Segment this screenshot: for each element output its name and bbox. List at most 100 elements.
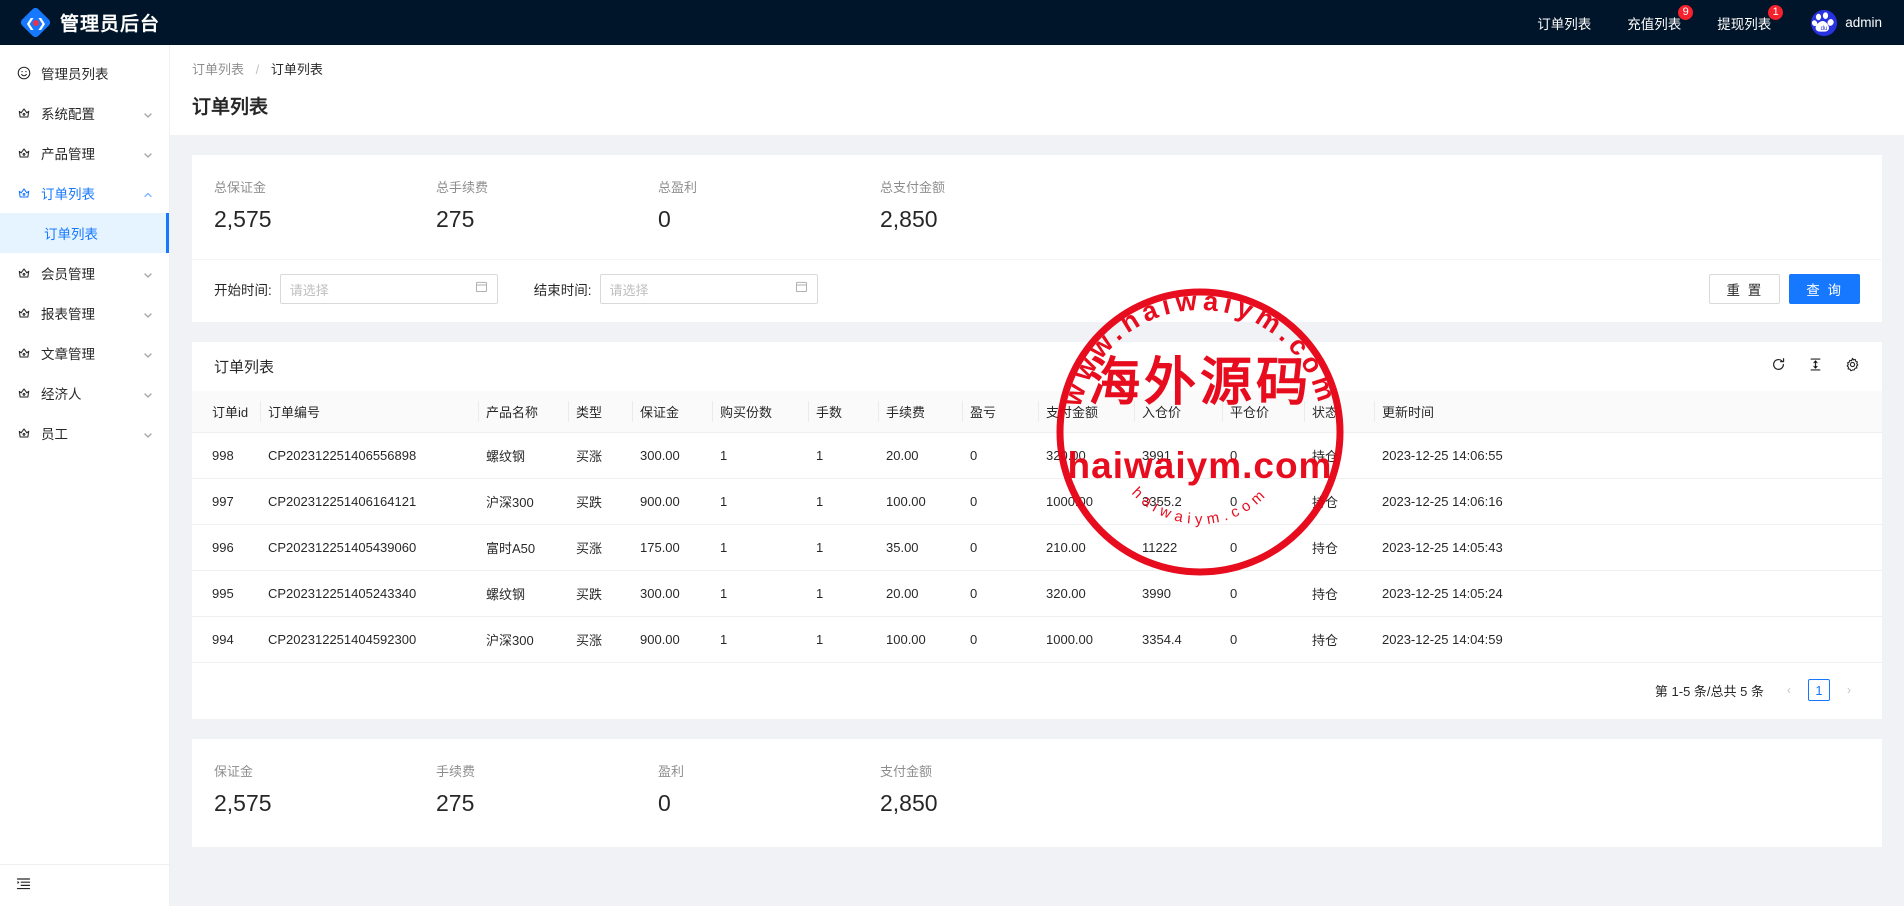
- top-nav-item-withdraw[interactable]: 提现列表 1: [1699, 3, 1789, 33]
- top-nav-label: 订单列表: [1537, 16, 1592, 32]
- stat-total-deposit: 总保证金 2,575: [214, 177, 436, 233]
- end-time-field: 结束时间: 请选择: [534, 274, 818, 304]
- user-menu[interactable]: du admin: [1789, 9, 1882, 36]
- top-header: ❮ ❯ 管理员后台 订单列表 充值列表 9 提现列表 1: [0, 0, 1904, 45]
- cell-lots: 1: [808, 616, 878, 663]
- sidebar-item-order-list[interactable]: 订单列表: [0, 173, 169, 213]
- cell-profit-loss: 0: [962, 478, 1038, 525]
- stat-value: 2,850: [880, 790, 938, 816]
- crown-icon: [16, 186, 31, 200]
- reset-button[interactable]: 重 置: [1709, 274, 1781, 304]
- column-height-icon[interactable]: [1808, 357, 1823, 377]
- column-header-status[interactable]: 状态: [1304, 391, 1374, 433]
- column-header-profit-loss[interactable]: 盈亏: [962, 391, 1038, 433]
- sidebar-subitem-order-list[interactable]: 订单列表: [0, 213, 169, 253]
- stat-label: 总支付金额: [880, 180, 946, 195]
- start-date-placeholder: 请选择: [289, 282, 329, 298]
- sidebar-item-label: 会员管理: [41, 267, 95, 282]
- table-row[interactable]: 994 CP202312251404592300 沪深300 买涨 900.00…: [192, 616, 1882, 663]
- end-date-placeholder: 请选择: [609, 282, 649, 298]
- table-row[interactable]: 997 CP202312251406164121 沪深300 买跌 900.00…: [192, 478, 1882, 525]
- start-date-input[interactable]: 请选择: [279, 274, 498, 304]
- sidebar-item-article-manage[interactable]: 文章管理: [0, 333, 169, 373]
- logo-zone[interactable]: ❮ ❯ 管理员后台: [0, 6, 207, 39]
- cell-payment: 1000.00: [1038, 616, 1134, 663]
- cell-product-name: 沪深300: [478, 478, 568, 525]
- chevron-down-icon: [143, 108, 153, 118]
- cell-lots: 1: [808, 524, 878, 571]
- sidebar-item-label: 管理员列表: [41, 67, 109, 82]
- column-header-fee[interactable]: 手续费: [878, 391, 962, 433]
- stat-value: 2,575: [214, 790, 272, 816]
- sidebar-item-product-manage[interactable]: 产品管理: [0, 133, 169, 173]
- column-header-order-no[interactable]: 订单编号: [260, 391, 478, 433]
- table-title: 订单列表: [214, 359, 275, 376]
- user-name: admin: [1845, 15, 1882, 30]
- withdraw-badge: 1: [1767, 3, 1785, 21]
- pagination-next-button[interactable]: ›: [1847, 683, 1851, 697]
- sidebar-item-staff[interactable]: 员工: [0, 413, 169, 453]
- breadcrumb-item-first[interactable]: 订单列表: [192, 62, 245, 77]
- column-header-lots[interactable]: 手数: [808, 391, 878, 433]
- stat-fee: 手续费 275: [436, 761, 658, 817]
- crown-icon: [16, 106, 31, 120]
- column-header-product-name[interactable]: 产品名称: [478, 391, 568, 433]
- cell-close-price: 0: [1222, 570, 1304, 617]
- table-row[interactable]: 996 CP202312251405439060 富时A50 买涨 175.00…: [192, 524, 1882, 571]
- cell-shares: 1: [712, 616, 808, 663]
- sidebar-menu: 管理员列表 系统配置 产品管理: [0, 45, 169, 864]
- top-nav-label: 提现列表: [1717, 16, 1772, 32]
- bottom-summary-card: 保证金 2,575 手续费 275 盈利 0 支付金额 2,850: [192, 739, 1882, 847]
- cell-payment: 320.00: [1038, 432, 1134, 479]
- column-header-close-price[interactable]: 平仓价: [1222, 391, 1304, 433]
- sidebar-item-report-manage[interactable]: 报表管理: [0, 293, 169, 333]
- app-logo-icon: ❮ ❯: [19, 6, 52, 39]
- table-row[interactable]: 995 CP202312251405243340 螺纹钢 买跌 300.00 1…: [192, 570, 1882, 617]
- reload-icon[interactable]: [1771, 357, 1786, 377]
- cell-deposit: 900.00: [632, 616, 712, 663]
- pagination: 第 1-5 条/总共 5 条 ‹ 1 ›: [192, 663, 1882, 719]
- sidebar-item-system-config[interactable]: 系统配置: [0, 93, 169, 133]
- pagination-prev-button[interactable]: ‹: [1787, 683, 1791, 697]
- stat-value: 0: [658, 790, 671, 816]
- cell-payment: 1000.00: [1038, 478, 1134, 525]
- cell-close-price: 0: [1222, 524, 1304, 571]
- end-date-input[interactable]: 请选择: [599, 274, 818, 304]
- cell-type: 买涨: [568, 524, 632, 571]
- sidebar-item-admin-list[interactable]: 管理员列表: [0, 53, 169, 93]
- cell-deposit: 175.00: [632, 524, 712, 571]
- stat-value: 275: [436, 790, 475, 816]
- sidebar-item-member-manage[interactable]: 会员管理: [0, 253, 169, 293]
- cell-order-no: CP202312251406164121: [260, 478, 478, 525]
- sidebar-collapse-button[interactable]: [0, 864, 169, 906]
- cell-profit-loss: 0: [962, 616, 1038, 663]
- main-content: 订单列表 / 订单列表 订单列表 总保证金 2,575 总手续费 275 总盈利…: [170, 45, 1904, 906]
- cell-profit-loss: 0: [962, 570, 1038, 617]
- query-button[interactable]: 查 询: [1789, 274, 1860, 304]
- chevron-down-icon: [143, 348, 153, 358]
- cell-deposit: 300.00: [632, 570, 712, 617]
- top-nav-item-orders[interactable]: 订单列表: [1519, 13, 1609, 33]
- table-row[interactable]: 998 CP202312251406556898 螺纹钢 买涨 300.00 1…: [192, 432, 1882, 479]
- column-header-entry-price[interactable]: 入仓价: [1134, 391, 1222, 433]
- column-header-type[interactable]: 类型: [568, 391, 632, 433]
- column-header-shares[interactable]: 购买份数: [712, 391, 808, 433]
- pagination-page-1[interactable]: 1: [1808, 679, 1830, 701]
- column-header-order-id[interactable]: 订单id: [192, 391, 260, 433]
- top-nav-item-recharge[interactable]: 充值列表 9: [1609, 3, 1699, 33]
- sidebar-item-broker[interactable]: 经济人: [0, 373, 169, 413]
- setting-icon[interactable]: [1845, 357, 1860, 377]
- sidebar-item-label: 经济人: [41, 387, 82, 402]
- cell-update-time: 2023-12-25 14:06:55: [1374, 432, 1882, 479]
- column-header-update-time[interactable]: 更新时间: [1374, 391, 1882, 433]
- cell-shares: 1: [712, 524, 808, 571]
- breadcrumb-item-current: 订单列表: [270, 62, 323, 77]
- crown-icon: [16, 386, 31, 400]
- stat-deposit: 保证金 2,575: [214, 761, 436, 817]
- column-header-payment[interactable]: 支付金额: [1038, 391, 1134, 433]
- table-toolbar: 订单列表: [192, 342, 1882, 391]
- cell-order-id: 997: [192, 478, 260, 525]
- menu-fold-icon: [16, 876, 31, 896]
- column-header-deposit[interactable]: 保证金: [632, 391, 712, 433]
- cell-update-time: 2023-12-25 14:05:24: [1374, 570, 1882, 617]
